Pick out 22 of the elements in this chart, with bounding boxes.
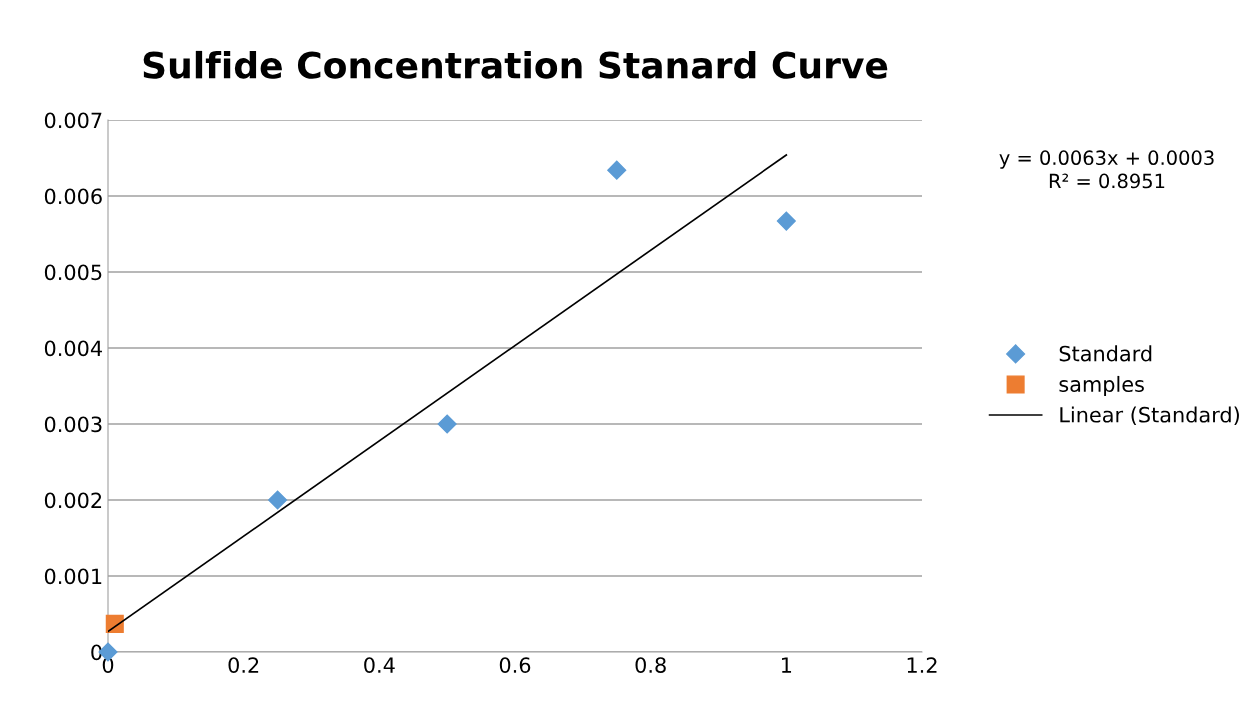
x-tick-label: 0.4 bbox=[364, 657, 395, 673]
point bbox=[607, 160, 627, 180]
point bbox=[268, 490, 288, 510]
chart-title: Sulfide Concentration Stanard Curve bbox=[143, 50, 888, 79]
y-tick-label: 0.003 bbox=[44, 416, 102, 433]
x-tick-label: 0.2 bbox=[228, 657, 259, 673]
point bbox=[437, 414, 457, 434]
y-tick-label: 0.001 bbox=[44, 568, 102, 585]
y-tick-label: 0.006 bbox=[44, 188, 102, 205]
legend-label: Standard bbox=[1059, 345, 1152, 362]
y-tick-label: 0.004 bbox=[44, 340, 102, 357]
x-tick-label: 0.6 bbox=[499, 657, 531, 673]
y-tick-label: 0.002 bbox=[44, 492, 102, 509]
x-tick-label: 1.2 bbox=[907, 657, 937, 673]
x-tick-label: 0.8 bbox=[635, 657, 666, 673]
text: y = 0.0063x + 0.0003 R² = 0.8951 bbox=[999, 150, 1214, 189]
legend-label: samples bbox=[1059, 375, 1144, 397]
legend-label: Linear (Standard) bbox=[1060, 406, 1239, 426]
x-tick-label: 1 bbox=[781, 657, 792, 673]
point bbox=[776, 211, 796, 231]
y-tick-label: 0.005 bbox=[44, 264, 102, 281]
y-tick-label: 0.007 bbox=[44, 112, 102, 129]
